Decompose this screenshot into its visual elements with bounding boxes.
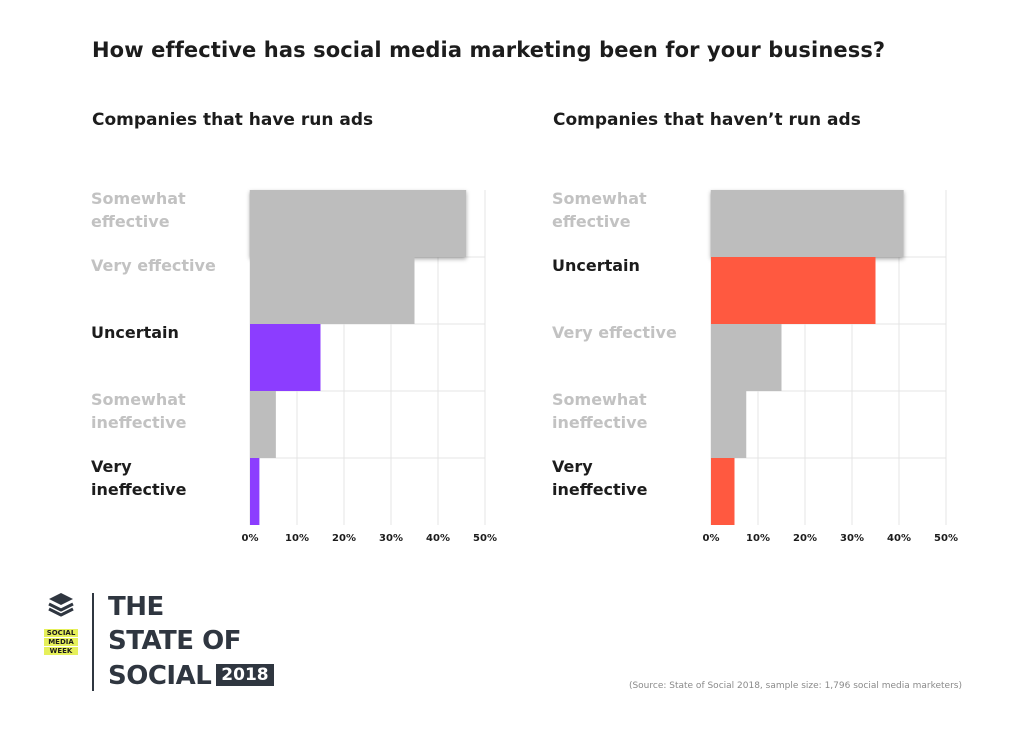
brand-line-social: SOCIAL 2018 [108, 661, 274, 691]
left-category-label: ineffective [91, 480, 187, 499]
left-x-tick-label: 40% [426, 533, 450, 544]
right-category-label: Somewhat [552, 390, 647, 409]
right-bar-4 [711, 391, 747, 458]
right-x-tick-label: 10% [746, 533, 770, 544]
right-x-tick-label: 50% [934, 533, 958, 544]
brand-line-the: THE [108, 592, 164, 622]
right-category-label: Uncertain [552, 256, 640, 275]
left-bar-3 [250, 324, 321, 391]
right-category-label: Somewhat [552, 189, 647, 208]
source-note: (Source: State of Social 2018, sample si… [628, 681, 962, 691]
brand-line-state-of: STATE OF [108, 626, 241, 656]
left-x-tick-label: 0% [242, 533, 259, 544]
left-bar-2 [250, 257, 415, 324]
left-x-tick-label: 10% [285, 533, 309, 544]
left-category-label: Very [91, 457, 132, 476]
right-category-label: ineffective [552, 413, 648, 432]
right-category-label: ineffective [552, 480, 648, 499]
right-bar-5 [711, 458, 735, 525]
left-bar-1 [250, 190, 467, 257]
right-category-label: Very [552, 457, 593, 476]
left-category-label: Somewhat [91, 390, 186, 409]
right-category-label: effective [552, 212, 631, 231]
right-x-tick-label: 40% [887, 533, 911, 544]
left-category-label: Somewhat [91, 189, 186, 208]
brand-social-word: SOCIAL [108, 661, 212, 691]
right-bar-3 [711, 324, 782, 391]
left-category-label: effective [91, 212, 170, 231]
right-x-tick-label: 20% [793, 533, 817, 544]
right-x-tick-label: 30% [840, 533, 864, 544]
right-category-label: Very effective [552, 323, 677, 342]
right-bar-1 [711, 190, 904, 257]
left-bar-5 [250, 458, 260, 525]
logo-tag-media: MEDIA [44, 638, 78, 646]
right-panel-title: Companies that haven’t run ads [553, 110, 861, 130]
left-x-tick-label: 30% [379, 533, 403, 544]
left-x-tick-label: 20% [332, 533, 356, 544]
logo-tag-week: WEEK [44, 647, 78, 655]
year-badge: 2018 [216, 664, 274, 686]
brand-divider [92, 593, 94, 691]
right-x-tick-label: 0% [703, 533, 720, 544]
left-category-label: ineffective [91, 413, 187, 432]
left-category-label: Very effective [91, 256, 216, 275]
left-category-label: Uncertain [91, 323, 179, 342]
right-bar-2 [711, 257, 876, 324]
chart-title: How effective has social media marketing… [92, 38, 886, 62]
left-x-tick-label: 50% [473, 533, 497, 544]
logo-tag-social: SOCIAL [44, 629, 78, 637]
left-panel-title: Companies that have run ads [92, 110, 374, 130]
left-bar-4 [250, 391, 276, 458]
layers-logo-icon [48, 593, 74, 617]
